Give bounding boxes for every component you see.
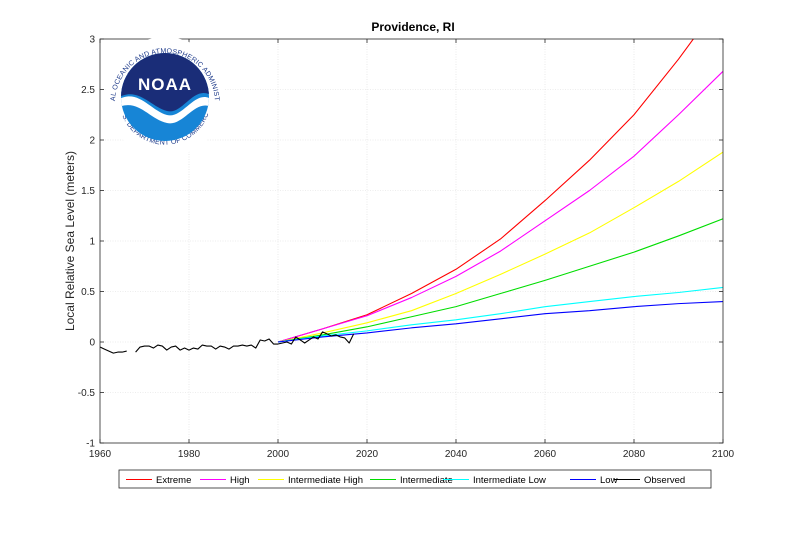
x-tick-label: 1960 xyxy=(89,449,112,460)
series-line-intermediate xyxy=(277,218,723,343)
y-tick-label: 2 xyxy=(89,136,95,147)
series-lines xyxy=(100,39,723,354)
legend-label-intermediate: Intermediate xyxy=(400,475,453,486)
series-line-observed xyxy=(135,331,355,353)
x-tick-label: 2000 xyxy=(267,449,290,460)
x-tick-label: 2060 xyxy=(534,449,557,460)
legend: Extreme High Intermediate High Intermediate… xyxy=(118,469,712,489)
series-line-observed xyxy=(100,346,127,354)
y-tick-label: 3 xyxy=(89,35,95,46)
x-tick-label: 1980 xyxy=(178,449,201,460)
logo-emblem xyxy=(121,53,209,141)
chart-title: Providence, RI xyxy=(371,20,454,34)
legend-label-high: High xyxy=(230,475,250,486)
legend-label-intermediate-low: Intermediate Low xyxy=(473,475,546,486)
y-tick-label: 0 xyxy=(89,338,95,349)
series-line-low xyxy=(277,301,723,343)
series-line-intermediate-low xyxy=(277,286,723,343)
legend-label-extreme: Extreme xyxy=(156,475,191,486)
noaa-logo: NATIONAL OCEANIC AND ATMOSPHERIC ADMINIS… xyxy=(105,37,225,157)
x-tick-label: 2040 xyxy=(445,449,468,460)
series-line-high xyxy=(277,70,723,343)
y-axis-ticks: -1 -0.5 0 0.5 1 1.5 2 2.5 3 xyxy=(78,35,723,450)
x-tick-label: 2020 xyxy=(356,449,379,460)
y-tick-label: 1 xyxy=(89,237,95,248)
y-tick-label: 2.5 xyxy=(81,85,95,96)
y-tick-label: -1 xyxy=(86,439,95,450)
x-axis-ticks: 1960 1980 2000 2020 2040 2060 2080 2100 xyxy=(89,39,735,460)
legend-label-intermediate-high: Intermediate High xyxy=(288,475,363,486)
y-tick-label: 0.5 xyxy=(81,287,95,298)
x-tick-label: 2100 xyxy=(712,449,735,460)
legend-box xyxy=(118,469,712,489)
y-tick-label: -0.5 xyxy=(78,388,96,399)
logo-sky xyxy=(121,53,209,112)
x-tick-label: 2080 xyxy=(623,449,646,460)
legend-label-low: Low xyxy=(600,475,618,486)
y-axis-label: Local Relative Sea Level (meters) xyxy=(63,151,77,331)
series-line-extreme xyxy=(277,39,695,343)
legend-label-observed: Observed xyxy=(644,475,685,486)
logo-gull-icon xyxy=(121,96,209,124)
logo-wordmark: NOAA xyxy=(138,75,192,94)
series-line-intermediate-high xyxy=(277,151,723,343)
y-tick-label: 1.5 xyxy=(81,186,95,197)
